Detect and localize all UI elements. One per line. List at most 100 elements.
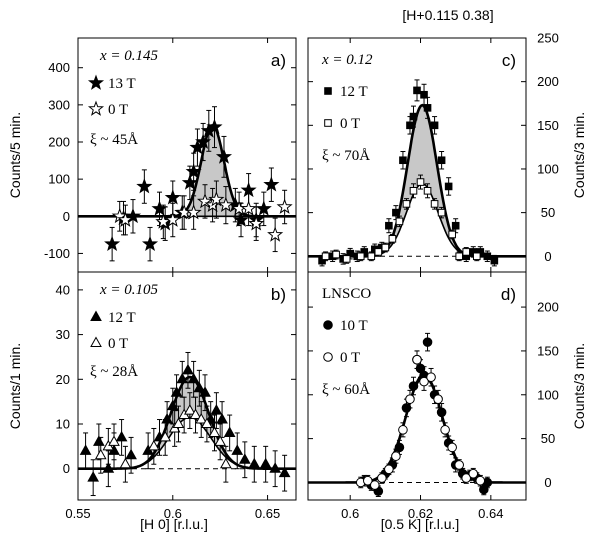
- data-point: [147, 439, 160, 451]
- data-point: [240, 200, 257, 216]
- legend-marker: [323, 352, 333, 362]
- data-point: [185, 204, 202, 220]
- series-zero: [355, 350, 486, 491]
- data-point: [461, 473, 472, 483]
- data-point: [430, 121, 439, 130]
- data-point: [269, 462, 281, 473]
- y-tick-label: 300: [48, 97, 70, 112]
- data-point: [164, 211, 181, 227]
- parameter-label: x = 0.12: [321, 52, 373, 68]
- data-point: [216, 412, 228, 424]
- data-point: [356, 252, 365, 261]
- axes-frame: [77, 37, 297, 273]
- y-tick-label: 150: [537, 118, 559, 133]
- data-point: [185, 163, 202, 179]
- fit-curve-zero: [308, 182, 526, 258]
- y-tick-label: 150: [537, 343, 559, 358]
- data-point: [399, 156, 407, 165]
- data-point: [87, 471, 100, 482]
- data-point: [468, 468, 479, 479]
- data-point: [164, 189, 181, 205]
- legend-marker: [324, 87, 332, 95]
- data-point: [255, 200, 272, 216]
- y-tick-label: 100: [48, 172, 70, 187]
- data-point: [391, 451, 401, 461]
- panel-a: -100 0 100 200 300 400 Counts/5 min. a) x = 0.14…: [7, 37, 297, 273]
- y-tick-label: 20: [56, 372, 70, 387]
- data-point: [223, 426, 236, 437]
- correlation-length-label: ξ ~ 70Å: [322, 148, 370, 164]
- legend-label: 0 T: [340, 116, 360, 132]
- legend-label: 12 T: [340, 84, 368, 100]
- right-xlabel: [0.5 K] [r.l.u.]: [381, 516, 460, 532]
- data-point: [195, 133, 212, 149]
- data-point: [94, 448, 107, 460]
- plot-area: [78, 106, 296, 262]
- data-point: [195, 412, 208, 424]
- data-point: [395, 217, 404, 226]
- data-point: [437, 156, 446, 165]
- data-point: [108, 435, 120, 446]
- data-point: [433, 394, 443, 404]
- y-axis-label: Counts/1 min.: [7, 343, 23, 429]
- panel-label: a): [271, 51, 286, 70]
- data-point: [278, 466, 291, 478]
- panel-c: 0 50 100 150 200 250 Counts/3 min. c) x = 0.12 12…: [307, 31, 587, 273]
- legend-marker: [87, 74, 105, 90]
- data-point: [405, 394, 415, 404]
- y-tick-label: 30: [56, 327, 70, 342]
- data-point: [402, 200, 411, 208]
- axes-frame: [77, 271, 297, 501]
- legend-marker: [87, 100, 105, 116]
- data-point: [115, 430, 128, 442]
- y-tick-label: 50: [541, 205, 555, 220]
- x-tick-label: 0.6: [341, 506, 359, 521]
- data-point: [409, 186, 418, 195]
- data-point: [384, 464, 394, 475]
- plot-area: [308, 79, 526, 267]
- panel-label: d): [501, 285, 516, 304]
- data-point: [196, 192, 214, 209]
- data-point: [102, 462, 115, 473]
- x-tick-label: 0.64: [478, 506, 503, 521]
- y-tick-label: 10: [56, 417, 70, 432]
- y-tick-label: 200: [537, 74, 559, 89]
- data-point: [321, 252, 330, 261]
- panel-label: b): [271, 285, 286, 304]
- y-tick-label: 200: [537, 300, 559, 315]
- data-point: [183, 404, 196, 415]
- y-tick-label: 0: [63, 461, 70, 476]
- data-point: [377, 473, 387, 483]
- data-point: [206, 118, 223, 134]
- data-point: [136, 178, 153, 194]
- x-tick-label: 0.55: [65, 506, 90, 521]
- correlation-length-label: ξ ~ 28Å: [90, 364, 138, 380]
- y-tick-label: 50: [541, 431, 555, 446]
- data-point: [483, 252, 492, 261]
- data-point: [215, 148, 233, 164]
- legend-marker: [324, 119, 332, 127]
- data-point: [444, 182, 453, 191]
- fit-difference-shade: [78, 377, 296, 469]
- data-point: [263, 176, 280, 192]
- data-point: [398, 425, 408, 435]
- data-point: [117, 211, 134, 227]
- legend-marker: [323, 320, 333, 330]
- data-point: [189, 408, 202, 420]
- plot-area: [308, 332, 526, 497]
- data-point: [220, 457, 232, 469]
- data-point: [394, 442, 405, 453]
- data-point: [124, 207, 142, 224]
- x-tick-label: 0.65: [255, 506, 280, 521]
- x-tick-label: 0.6: [164, 506, 182, 521]
- y-axis-label: Counts/5 min.: [7, 112, 23, 198]
- data-point: [416, 178, 425, 186]
- data-point: [208, 426, 221, 437]
- data-point: [342, 255, 351, 263]
- data-point: [462, 248, 471, 256]
- data-point: [472, 252, 481, 261]
- y-tick-label: -100: [44, 246, 70, 261]
- data-point: [93, 435, 105, 446]
